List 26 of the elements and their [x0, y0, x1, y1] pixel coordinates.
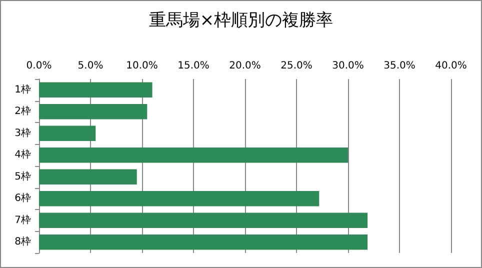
- x-tick-label: 15.0%: [178, 60, 210, 72]
- bar: [39, 169, 137, 184]
- y-tick-label: 8枠: [14, 236, 31, 248]
- x-tick-label: 20.0%: [229, 60, 261, 72]
- bar: [39, 126, 96, 141]
- bar: [39, 212, 368, 228]
- x-tick-label: 0.0%: [26, 60, 52, 72]
- x-tick-label: 10.0%: [126, 60, 158, 72]
- y-tick-label: 4枠: [14, 148, 31, 161]
- x-tick-label: 30.0%: [332, 60, 364, 72]
- y-tick-label: 3枠: [14, 126, 31, 139]
- bar: [39, 82, 152, 98]
- bar: [39, 104, 148, 120]
- x-tick-label: 25.0%: [280, 60, 312, 72]
- bar: [39, 234, 368, 250]
- x-tick-label: 40.0%: [435, 60, 467, 72]
- chart-title: 重馬場×枠順別の複勝率: [148, 10, 334, 30]
- y-tick-label: 2枠: [14, 105, 31, 118]
- y-tick-label: 1枠: [14, 83, 31, 96]
- y-tick-label: 6枠: [14, 192, 31, 204]
- y-tick-label: 7枠: [14, 214, 31, 226]
- bar: [39, 148, 348, 163]
- bar: [39, 191, 320, 206]
- x-tick-label: 35.0%: [384, 60, 416, 72]
- x-tick-label: 5.0%: [78, 60, 104, 72]
- y-tick-label: 5枠: [14, 170, 31, 182]
